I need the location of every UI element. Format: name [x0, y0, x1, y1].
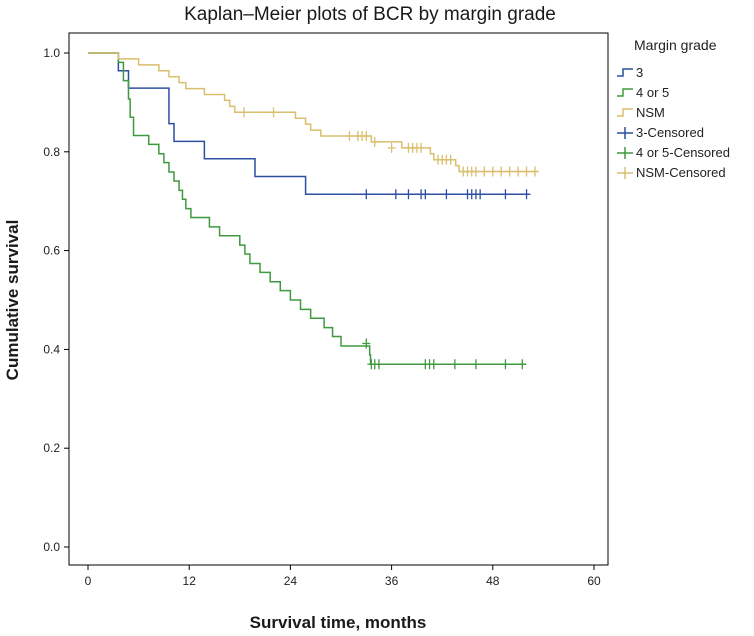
axes: 0 12 24 36 48 60 0.0 0.2 0.4 0.6 0.8 1.0 [43, 46, 601, 588]
legend-item: 4 or 5 [617, 85, 669, 100]
legend: Margin grade 3 4 or 5 NSM 3-Censored 4 or 5-C… [617, 37, 730, 180]
censor-mark-nsm [370, 136, 379, 147]
censor-mark-4-or-5 [374, 359, 383, 370]
y-tick-label: 0.8 [43, 145, 60, 159]
censor-mark-nsm [345, 130, 354, 141]
censor-mark-3 [522, 189, 531, 200]
legend-censor-swatch [617, 127, 633, 139]
censor-mark-nsm [269, 107, 278, 118]
censor-mark-4-or-5 [450, 359, 459, 370]
censor-mark-3 [476, 189, 485, 200]
x-tick-label: 36 [385, 574, 399, 588]
censor-mark-3 [421, 189, 430, 200]
legend-label: NSM [636, 105, 665, 120]
legend-title: Margin grade [634, 37, 717, 53]
censor-mark-nsm [417, 142, 426, 153]
censor-mark-nsm [480, 166, 489, 177]
censor-mark-nsm [471, 166, 480, 177]
censor-mark-4-or-5 [518, 359, 527, 370]
censor-mark-3 [501, 189, 510, 200]
legend-item: 3 [617, 65, 643, 80]
x-tick-label: 24 [284, 574, 298, 588]
legend-label: 3 [636, 65, 643, 80]
censor-mark-3 [404, 189, 413, 200]
series-layer [88, 52, 539, 370]
legend-line-swatch [617, 68, 633, 77]
legend-item: NSM [617, 105, 665, 120]
legend-item: 4 or 5-Censored [617, 145, 730, 160]
x-tick-label: 60 [587, 574, 601, 588]
censor-mark-nsm [362, 130, 371, 141]
legend-line-swatch [617, 108, 633, 117]
legend-label: NSM-Censored [636, 165, 726, 180]
y-tick-label: 0.4 [43, 342, 60, 356]
legend-censor-swatch [617, 167, 633, 179]
censor-mark-4-or-5 [362, 338, 371, 349]
y-axis-title: Cumulative survival [3, 220, 22, 381]
legend-censor-swatch [617, 147, 633, 159]
y-tick-label: 1.0 [43, 46, 60, 60]
censor-mark-3 [362, 189, 371, 200]
legend-line-swatch [617, 88, 633, 97]
chart-title: Kaplan–Meier plots of BCR by margin grad… [184, 4, 556, 25]
legend-item: 3-Censored [617, 125, 704, 140]
series-line-nsm [88, 52, 538, 173]
x-tick-label: 0 [85, 574, 92, 588]
y-tick-label: 0.6 [43, 244, 60, 258]
censor-mark-nsm [488, 166, 497, 177]
censor-mark-nsm [387, 142, 396, 153]
censor-mark-nsm [446, 154, 455, 165]
legend-label: 3-Censored [636, 125, 704, 140]
censor-mark-nsm [497, 166, 506, 177]
plot-frame [68, 32, 609, 566]
y-tick-label: 0.0 [43, 540, 60, 554]
series-line-4-or-5 [88, 52, 526, 365]
censor-mark-nsm [505, 166, 514, 177]
censor-mark-nsm [240, 107, 249, 118]
y-tick-label: 0.2 [43, 441, 60, 455]
x-tick-label: 48 [486, 574, 500, 588]
censor-mark-4-or-5 [429, 359, 438, 370]
censor-mark-nsm [522, 166, 531, 177]
censor-mark-nsm [530, 166, 539, 177]
x-tick-label: 12 [183, 574, 197, 588]
legend-label: 4 or 5-Censored [636, 145, 730, 160]
censor-mark-4-or-5 [501, 359, 510, 370]
censor-mark-4-or-5 [471, 359, 480, 370]
censor-mark-3 [442, 189, 451, 200]
censor-mark-nsm [514, 166, 523, 177]
legend-label: 4 or 5 [636, 85, 669, 100]
censor-mark-3 [391, 189, 400, 200]
legend-item: NSM-Censored [617, 165, 726, 180]
x-axis-title: Survival time, months [250, 613, 427, 632]
